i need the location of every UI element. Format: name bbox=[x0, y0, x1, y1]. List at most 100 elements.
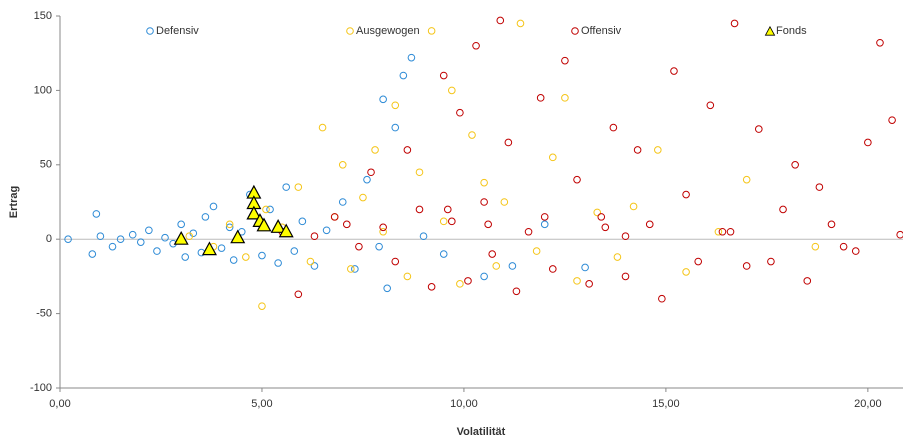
point bbox=[629, 202, 638, 211]
point bbox=[177, 220, 185, 229]
point bbox=[472, 41, 480, 50]
legend-marker bbox=[346, 27, 354, 35]
point bbox=[415, 205, 424, 214]
y-tick-label: 50 bbox=[40, 159, 52, 171]
point bbox=[658, 294, 666, 303]
point bbox=[484, 220, 492, 229]
point bbox=[726, 227, 735, 236]
point bbox=[742, 262, 751, 270]
point bbox=[496, 16, 505, 25]
point bbox=[379, 95, 387, 104]
triangle-point bbox=[270, 219, 286, 233]
point bbox=[274, 259, 282, 267]
point bbox=[225, 223, 234, 232]
point bbox=[670, 67, 678, 75]
y-axis-label: Ertrag bbox=[8, 186, 20, 218]
point bbox=[415, 168, 424, 177]
point bbox=[682, 268, 690, 276]
point bbox=[654, 146, 662, 154]
point bbox=[88, 250, 97, 258]
point bbox=[379, 223, 387, 232]
point bbox=[682, 190, 690, 199]
point bbox=[876, 38, 884, 47]
point bbox=[827, 220, 836, 229]
point bbox=[714, 227, 723, 236]
point bbox=[92, 210, 101, 218]
point bbox=[573, 175, 581, 184]
x-tick-label: 20,00 bbox=[854, 398, 882, 410]
point bbox=[363, 175, 371, 184]
point bbox=[811, 242, 820, 251]
point bbox=[448, 217, 456, 226]
triangle-point bbox=[230, 229, 246, 244]
point bbox=[524, 227, 533, 236]
y-tick-label: 150 bbox=[34, 10, 52, 22]
point bbox=[480, 272, 488, 281]
point bbox=[694, 257, 703, 266]
point bbox=[621, 232, 630, 241]
point bbox=[645, 220, 654, 229]
legend-marker bbox=[146, 27, 154, 35]
point bbox=[754, 125, 763, 133]
point bbox=[403, 272, 412, 281]
point bbox=[464, 277, 472, 285]
y-tick-label: -50 bbox=[36, 308, 52, 320]
point bbox=[864, 138, 872, 147]
point bbox=[633, 146, 642, 154]
point bbox=[391, 123, 400, 132]
triangle-point bbox=[256, 217, 272, 232]
point bbox=[540, 213, 549, 221]
legend-marker bbox=[571, 27, 579, 35]
point bbox=[601, 223, 610, 232]
triangle-point bbox=[173, 230, 189, 245]
point bbox=[347, 265, 355, 273]
point bbox=[815, 183, 824, 191]
point bbox=[561, 94, 569, 102]
point bbox=[468, 131, 476, 139]
point bbox=[355, 242, 363, 251]
point bbox=[896, 230, 903, 239]
point bbox=[532, 247, 541, 255]
point bbox=[456, 280, 464, 288]
point bbox=[439, 250, 448, 258]
point bbox=[767, 257, 775, 266]
point bbox=[888, 116, 896, 124]
point bbox=[399, 71, 408, 80]
point bbox=[318, 123, 327, 132]
point bbox=[480, 198, 488, 206]
point bbox=[407, 53, 416, 62]
legend-label: Offensiv bbox=[581, 25, 622, 37]
y-tick-label: -100 bbox=[30, 382, 52, 394]
point bbox=[294, 290, 303, 299]
x-tick-label: 0,00 bbox=[49, 398, 70, 410]
point bbox=[338, 161, 347, 169]
point bbox=[803, 277, 812, 285]
point bbox=[201, 213, 210, 221]
point bbox=[367, 168, 375, 177]
point bbox=[508, 262, 517, 270]
point bbox=[540, 220, 549, 229]
point bbox=[128, 230, 137, 239]
point bbox=[561, 56, 569, 65]
point bbox=[359, 193, 367, 202]
point bbox=[839, 242, 848, 251]
legend-label: Defensiv bbox=[156, 25, 199, 37]
point bbox=[282, 183, 291, 191]
point bbox=[391, 101, 400, 110]
point bbox=[322, 226, 331, 235]
point bbox=[512, 287, 521, 296]
point bbox=[621, 272, 630, 281]
point bbox=[209, 202, 218, 211]
legend-label: Ausgewogen bbox=[356, 25, 420, 37]
point bbox=[573, 277, 581, 285]
point bbox=[153, 247, 161, 255]
point bbox=[338, 198, 347, 206]
point bbox=[585, 280, 593, 288]
point bbox=[266, 205, 274, 214]
point bbox=[730, 19, 739, 28]
point bbox=[609, 123, 618, 132]
point bbox=[613, 253, 622, 261]
point bbox=[145, 226, 153, 235]
point bbox=[443, 205, 452, 214]
